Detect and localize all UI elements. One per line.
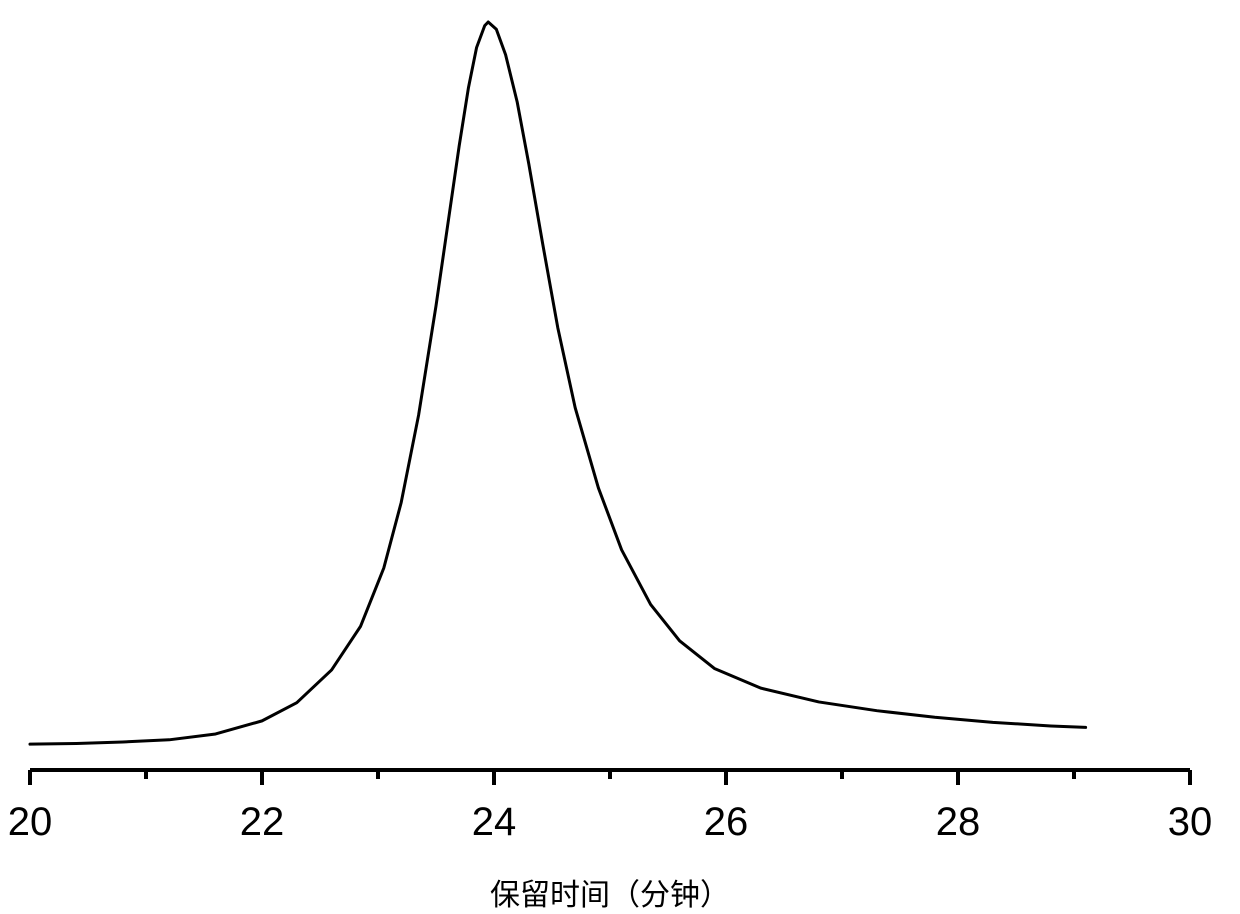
x-tick-label: 26 xyxy=(704,800,749,845)
x-tick-label: 28 xyxy=(936,800,981,845)
x-tick-label: 24 xyxy=(472,800,517,845)
x-tick-label: 20 xyxy=(8,800,53,845)
x-tick-label: 22 xyxy=(240,800,285,845)
peak-curve xyxy=(30,22,1086,744)
chart-svg xyxy=(0,0,1240,908)
chart-container: 202224262830保留时间（分钟） xyxy=(0,0,1240,908)
x-axis-label: 保留时间（分钟） xyxy=(490,870,730,914)
x-tick-label: 30 xyxy=(1168,800,1213,845)
